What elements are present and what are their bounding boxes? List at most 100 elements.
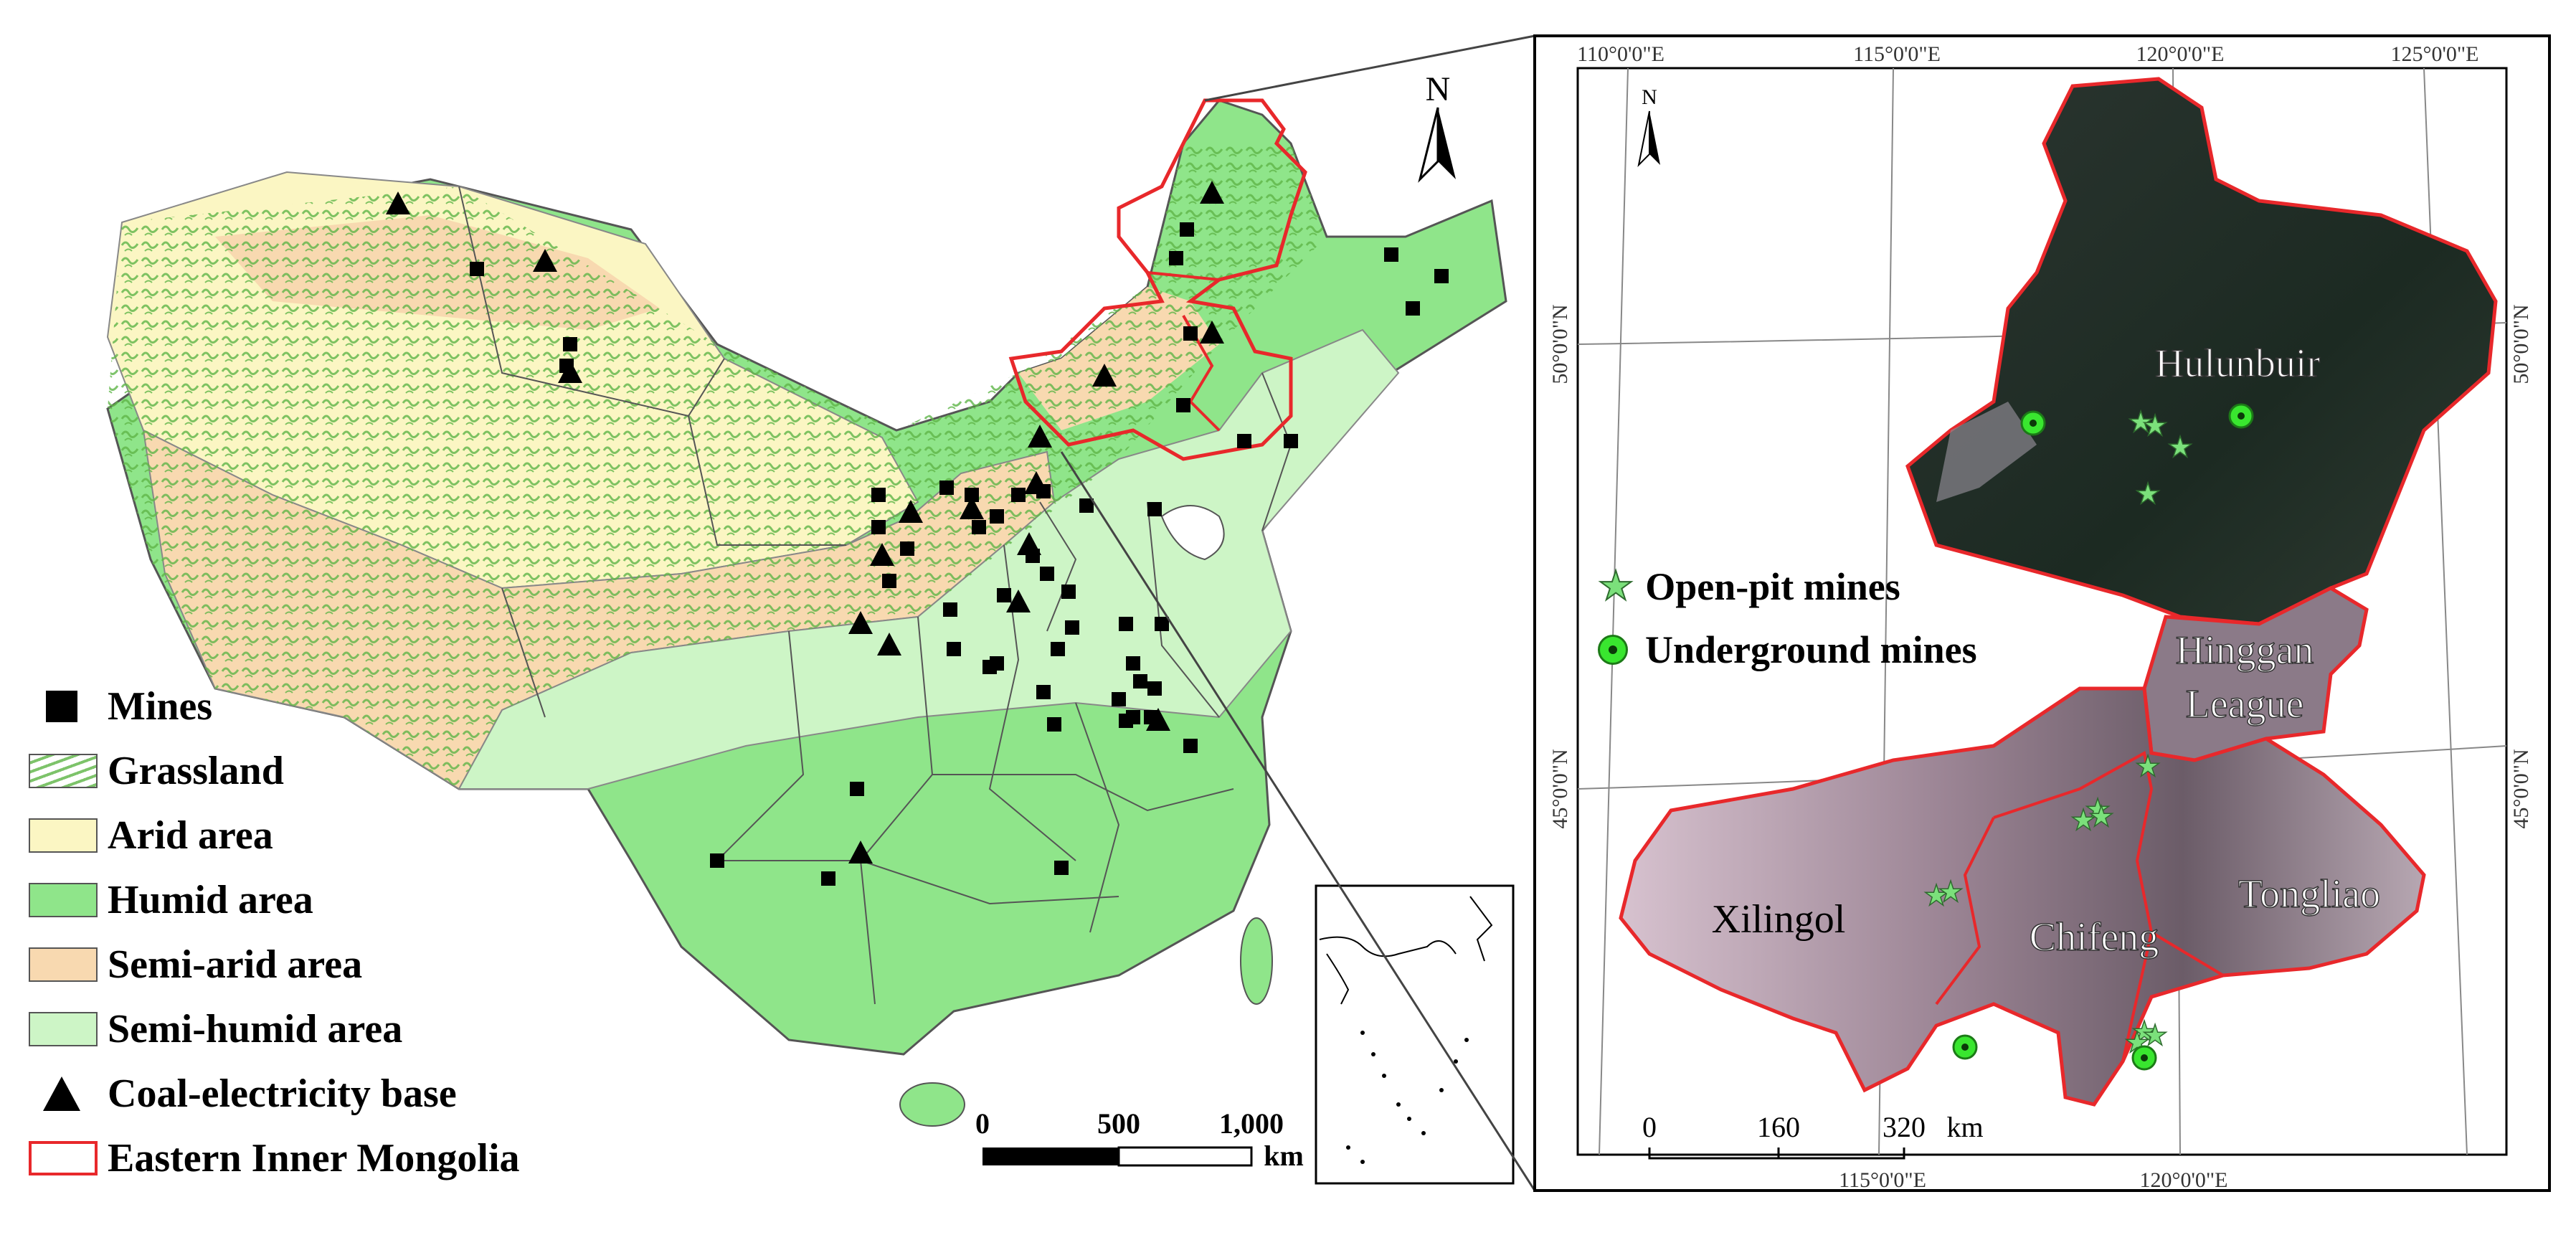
mine-marker (821, 871, 835, 886)
north-label: N (1426, 70, 1451, 108)
inset-legend-underground-label: Underground mines (1645, 628, 1977, 671)
svg-text:160: 160 (1757, 1111, 1800, 1143)
coal-base-marker (1028, 425, 1052, 448)
south-china-sea-inset (1315, 884, 1515, 1185)
svg-text:115°0'0"E: 115°0'0"E (1839, 1168, 1926, 1192)
label-xilingol: Xilingol (1712, 897, 1846, 942)
coal-base-marker (848, 841, 873, 863)
coal-base-marker (870, 543, 894, 566)
mine-marker (1040, 567, 1054, 581)
mine-marker (850, 782, 864, 796)
mines-markers (470, 222, 1449, 886)
coal-base-marker (1006, 590, 1031, 612)
coal-base-markers (386, 181, 1224, 863)
label-hulunbuir: Hulunbuir (2155, 341, 2321, 386)
coal-base-marker (1146, 708, 1170, 731)
open-pit-marker: ★ (2131, 1016, 2157, 1048)
coal-base-marker (1024, 471, 1048, 494)
mine-marker (1406, 301, 1420, 316)
mine-marker (871, 488, 886, 502)
underground-marker (1952, 1034, 1978, 1060)
mine-marker (1061, 585, 1076, 599)
legend-semi-arid-label: Semi-arid area (108, 942, 363, 987)
inset-legend-open-pit: ★ Open-pit mines (1597, 563, 1900, 610)
mine-marker (1434, 269, 1449, 283)
coal-base-marker (877, 633, 901, 656)
mine-marker (1119, 617, 1133, 631)
mine-marker (1180, 222, 1194, 237)
mine-marker (990, 509, 1004, 524)
label-tongliao: Tongliao (2238, 872, 2380, 917)
mine-marker (1147, 681, 1162, 696)
scale-bar-inset: 0 160 320 km (1642, 1111, 1984, 1160)
svg-text:45°0'0"N: 45°0'0"N (1548, 749, 1572, 828)
legend-humid: Humid area (29, 875, 313, 925)
label-hinggan: Hinggan (2176, 628, 2314, 673)
label-chifeng: Chifeng (2030, 915, 2159, 960)
mine-marker (982, 660, 997, 674)
star-icon: ★ (1597, 564, 1634, 610)
mine-marker (871, 520, 886, 534)
open-pit-markers: ★★★★★★★★★★★★★ (1923, 405, 2193, 1059)
svg-text:125°0'0"E: 125°0'0"E (2391, 42, 2479, 66)
mine-marker (1054, 861, 1069, 875)
mine-marker (1047, 717, 1061, 732)
mine-marker (1119, 714, 1133, 728)
open-pit-marker: ★ (1923, 879, 1949, 912)
humid-swatch-icon (29, 883, 98, 917)
mine-marker (470, 262, 484, 276)
mine-marker (943, 602, 957, 617)
open-pit-marker: ★ (2135, 478, 2161, 510)
mine-marker (1169, 251, 1183, 265)
svg-text:km: km (1946, 1111, 1983, 1143)
svg-text:1,000: 1,000 (1219, 1107, 1284, 1140)
open-pit-marker: ★ (2070, 804, 2096, 836)
mine-marker (1065, 620, 1079, 635)
mine-marker (939, 481, 954, 495)
mine-marker (710, 853, 724, 868)
coal-base-marker (533, 249, 557, 272)
legend-grassland-label: Grassland (108, 749, 284, 793)
mine-marker (1133, 674, 1147, 689)
semi-humid-swatch-icon (29, 1012, 98, 1046)
legend-eastern-im-label: Eastern Inner Mongolia (108, 1136, 520, 1180)
mine-marker (1237, 434, 1251, 448)
coal-base-marker (848, 611, 873, 634)
open-pit-marker: ★ (2142, 1019, 2168, 1051)
svg-text:0: 0 (975, 1107, 990, 1140)
inset-legend-underground: Underground mines (1598, 628, 1977, 672)
legend-humid-label: Humid area (108, 878, 313, 922)
outline-swatch-icon (29, 1141, 98, 1175)
underground-marker (2020, 410, 2046, 436)
mine-marker (1183, 326, 1198, 341)
svg-text:km: km (1264, 1140, 1304, 1172)
mine-marker (965, 488, 979, 502)
mine-marker (1079, 498, 1094, 513)
inset-map: Hulunbuir Hinggan League Xilingol Chifen… (1533, 34, 2551, 1192)
coal-base-marker (899, 500, 923, 523)
legend-coal-base-label: Coal-electricity base (108, 1071, 457, 1116)
legend-arid-label: Arid area (108, 813, 273, 858)
coal-base-marker (1017, 532, 1041, 555)
open-pit-marker: ★ (2135, 750, 2161, 782)
underground-marker (2228, 403, 2254, 429)
semi-arid-swatch-icon (29, 947, 98, 982)
mine-marker (563, 337, 577, 351)
triangle-icon (43, 1077, 80, 1111)
eastern-inner-mongolia-outline (1008, 98, 1307, 461)
circle-icon (1598, 635, 1628, 665)
scale-bar-main: 0 500 1,000 km (975, 1107, 1304, 1172)
mine-marker (882, 574, 896, 588)
mine-marker (1384, 247, 1398, 262)
mine-marker (997, 588, 1011, 602)
legend-mines-label: Mines (108, 684, 213, 729)
open-pit-marker: ★ (1938, 876, 1964, 908)
svg-text:120°0'0"E: 120°0'0"E (2136, 42, 2225, 66)
coal-base-marker (558, 360, 582, 383)
inset-legend-open-pit-label: Open-pit mines (1645, 564, 1900, 608)
coal-base-marker (1200, 321, 1224, 344)
underground-marker (2131, 1045, 2157, 1071)
svg-text:0: 0 (1642, 1111, 1657, 1143)
